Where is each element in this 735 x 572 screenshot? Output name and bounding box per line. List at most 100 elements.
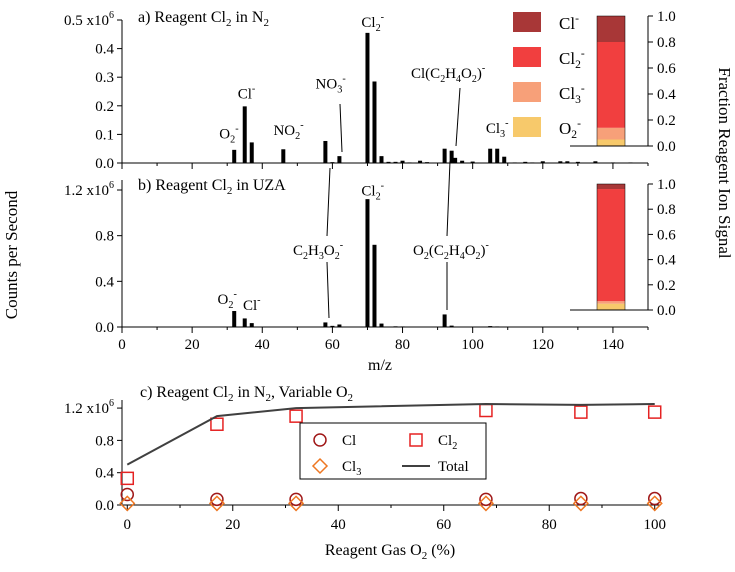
panel-a-ytick-label: 0.3 (95, 70, 114, 86)
panel-a-bar (460, 160, 465, 163)
panel-a-legend-swatch (513, 117, 541, 137)
panel-c-ytick-label: 0.8 (95, 433, 114, 449)
panel-b-xtick-label: 0 (118, 337, 126, 353)
panel-a-bar (281, 149, 286, 163)
panel-c-series-total-line (126, 403, 655, 466)
panel-b-xtick-label: 40 (255, 337, 270, 353)
panel-b-bar (449, 325, 454, 327)
panel-c-legend-marker (313, 433, 327, 447)
panel-c-point-cl2 (574, 405, 588, 419)
panel-a-bar (593, 161, 598, 163)
panel-a-bar (418, 160, 423, 163)
panel-b-bar (337, 324, 342, 327)
panel-a-inset-legend: Cl- Cl2- Cl3- O2- (513, 12, 585, 141)
panel-a-annotation: NO2- (273, 120, 304, 142)
panel-a-inset-tick-label: 0.6 (657, 61, 676, 77)
panel-c-point-cl2 (479, 403, 493, 418)
panel-a-bar (393, 161, 398, 163)
panel-a-ytick-label: 0.4 (95, 42, 114, 58)
panel-a-bar (232, 149, 237, 163)
panel-b-bar (330, 325, 335, 327)
panel-c-ytick-label: 1.2 x106 (64, 398, 114, 417)
panel-b-annotation: Cl2- (361, 181, 384, 203)
panel-c-legend-marker (409, 433, 423, 447)
panel-c-point-cl3 (287, 495, 305, 512)
panel-a-bar (523, 161, 528, 163)
panel-c-point-cl (289, 492, 303, 507)
panel-b-leader-no3 (339, 103, 343, 153)
panel-c-point-cl2 (210, 417, 224, 431)
panel-b-inset-tick-label: 1.0 (657, 177, 676, 193)
panel-b-x-axis-label: m/z (368, 357, 392, 374)
panel-b-xtick-label: 20 (185, 337, 200, 353)
panel-c-xtick-label: 80 (542, 517, 557, 533)
panel-c: c) Reagent Cl2 in N2, Variable O2 0.0 0.4… (64, 384, 666, 562)
panel-c-legend-label: Total (438, 459, 469, 475)
panel-b-y-ticks: 0.0 0.4 0.8 1.2 x106 (64, 180, 122, 336)
panel-b-xtick-label: 140 (602, 337, 625, 353)
panel-b-inset-stack (596, 183, 626, 311)
panel-b-ytick-label: 0.4 (95, 274, 114, 290)
panel-b-bar (379, 323, 384, 327)
panel-c-point-cl (120, 487, 135, 502)
panel-b-leader-c2h3o2-up (326, 167, 331, 237)
panel-a-legend-swatch (513, 82, 541, 102)
panel-c-ytick-label: 0.4 (95, 466, 114, 482)
panel-a-bar (337, 156, 342, 163)
panel-c-point-cl (210, 492, 224, 507)
right-axis-label: Fraction Reagent Ion Signal (715, 67, 734, 258)
panel-a-bar (502, 156, 507, 163)
panel-b-xtick-label: 80 (395, 337, 410, 353)
panel-b-label-o2c2h4o2: O2(C2H4O2)- (413, 240, 489, 262)
panel-c-legend-label: Cl2 (438, 433, 457, 452)
panel-c-point-cl3 (646, 495, 663, 512)
panel-a-bar (575, 161, 580, 163)
panel-a-inset-stack (596, 15, 626, 147)
panel-c-x-axis-label: Reagent Gas O2 (%) (325, 542, 455, 562)
panel-a-ytick-label: 0.1 (95, 127, 114, 143)
panel-b-bar (372, 244, 377, 327)
panel-a-inset-ticks: 0.0 0.2 0.4 0.6 0.8 1.0 (648, 9, 676, 155)
panel-a-annotation: Cl3- (486, 118, 509, 140)
panel-b-inset-segment (597, 184, 625, 190)
panel-b-bar (442, 314, 447, 327)
panel-a-inset-segment (597, 139, 625, 146)
panel-c-xtick-label: 60 (436, 517, 451, 533)
panel-a-bar (242, 106, 247, 163)
panel-b-leader-o2c2h4o2-up (446, 160, 451, 237)
panel-a-legend-swatch (513, 12, 541, 32)
panel-b-bar (232, 311, 237, 327)
panel-b-inset-tick-label: 0.8 (657, 202, 676, 218)
panel-c-point-cl2 (647, 405, 662, 419)
panel-a-bar (442, 148, 447, 163)
panel-b-bar (323, 322, 328, 327)
panel-a-inset-tick-label: 0.4 (657, 87, 676, 103)
panel-a-bar (540, 161, 545, 163)
panel-a-inset-segment (597, 127, 625, 140)
panel-b-bar (249, 323, 254, 327)
panel-b-label-c2h3o2: C2H3O2- (293, 240, 343, 262)
panel-a-inset-segment (597, 16, 625, 42)
panel-b-bars (232, 199, 633, 327)
panel-c-series (119, 403, 663, 512)
panel-a-legend-label: Cl3- (559, 82, 585, 106)
panel-b-ytick-label: 0.0 (95, 320, 114, 336)
panel-c-legend-label: Cl3 (342, 459, 361, 478)
panel-c-legend: Cl Cl2 Cl3 Total (299, 422, 487, 480)
panel-a-annotations: O2- Cl- NO2- NO3- Cl2- Cl3- (219, 12, 509, 146)
panel-a: 0.0 0.1 0.2 0.3 0.4 0.5 x106 a) Reagent Cl2 i… (64, 9, 676, 172)
panel-a-legend-swatch (513, 47, 541, 67)
panel-b-ytick-label: 0.8 (95, 229, 114, 245)
panel-b-inset-segment (597, 303, 625, 310)
panel-a-annotation: O2- (219, 124, 239, 146)
panel-a-bar (449, 150, 454, 163)
panel-a-ytick-label: 0.2 (95, 99, 114, 115)
panel-c-xtick-label: 20 (225, 517, 240, 533)
panel-a-bar (565, 161, 570, 163)
panel-a-bar (323, 140, 328, 163)
panel-a-y-ticks: 0.0 0.1 0.2 0.3 0.4 0.5 x106 (64, 10, 122, 172)
panel-a-inset-segment (597, 42, 625, 128)
panel-a-leader-cl-c2h4o2 (455, 87, 461, 147)
panel-b-annotations: O2- Cl- Cl2- (218, 181, 385, 314)
panel-a-bar (488, 148, 493, 163)
